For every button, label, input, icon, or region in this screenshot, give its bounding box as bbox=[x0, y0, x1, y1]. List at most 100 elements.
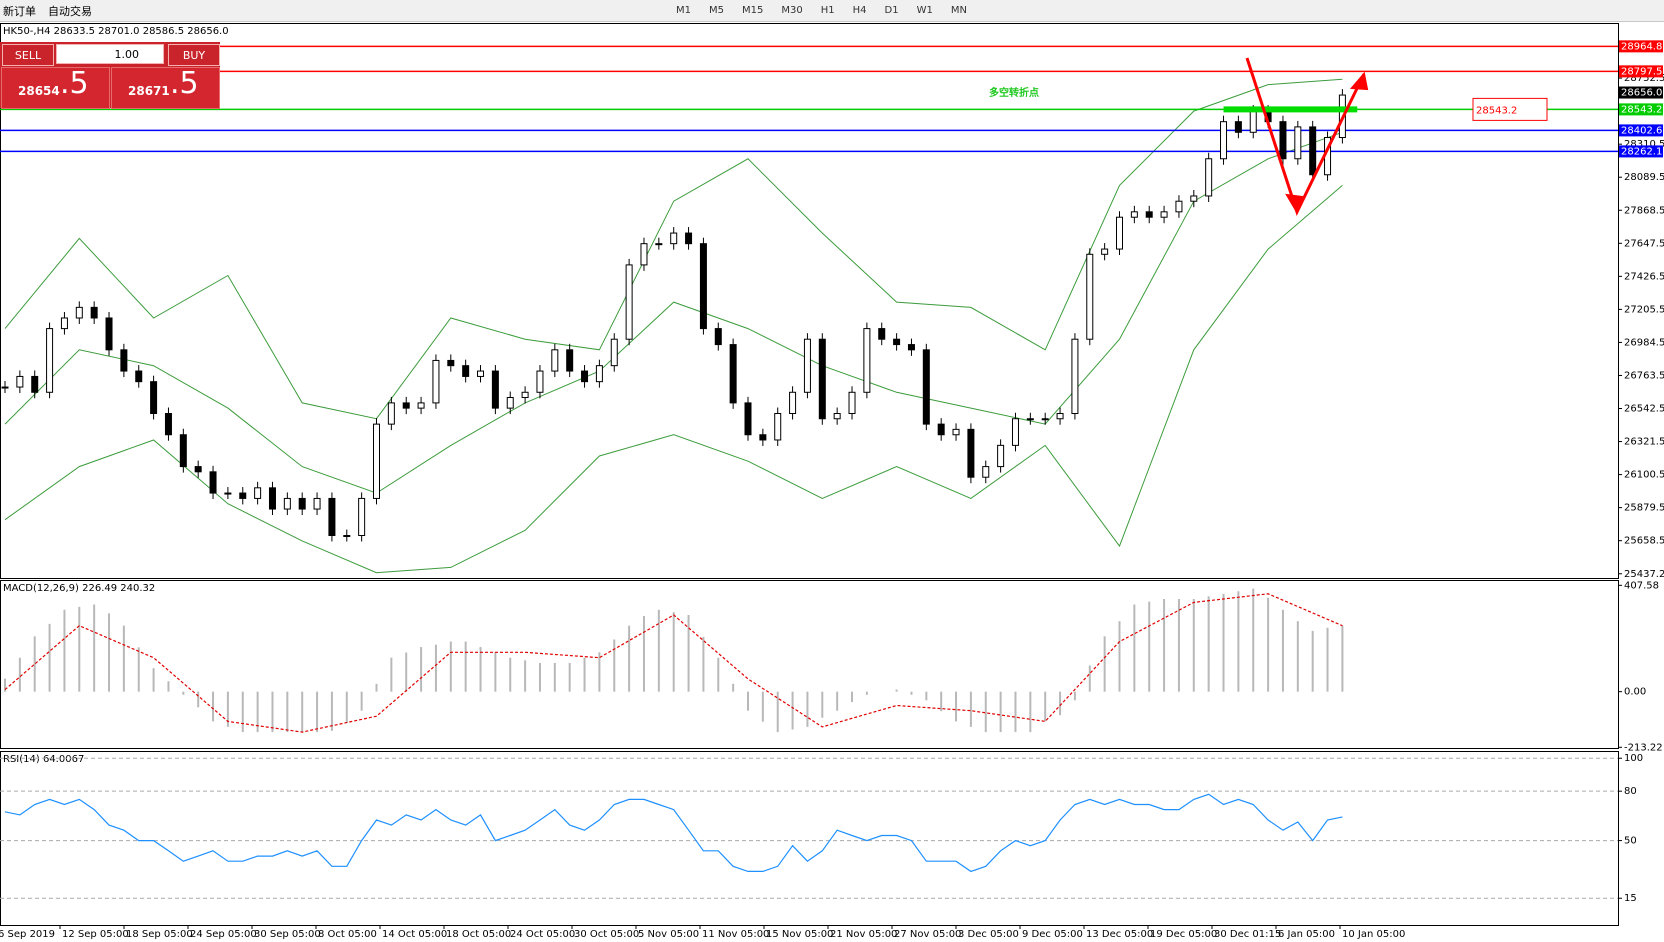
candle bbox=[1249, 110, 1257, 133]
x-tick-label: 12 Sep 05:00 bbox=[62, 929, 129, 940]
bollinger-band bbox=[4, 78, 1343, 420]
timeframe[interactable]: M30 bbox=[781, 5, 803, 16]
candle bbox=[551, 349, 559, 372]
x-tick-label: 19 Dec 05:00 bbox=[1150, 929, 1217, 940]
candle bbox=[1175, 200, 1183, 213]
sell-quote[interactable]: 28654.5 bbox=[1, 66, 110, 109]
candle bbox=[254, 487, 262, 499]
x-tick-label: 3 Dec 05:00 bbox=[958, 929, 1019, 940]
candle bbox=[298, 497, 306, 510]
candle bbox=[803, 338, 811, 393]
panel-frame bbox=[0, 580, 1619, 749]
timeframe[interactable]: D1 bbox=[884, 5, 899, 16]
timeframe[interactable]: H4 bbox=[852, 5, 867, 16]
timeframe[interactable]: MN bbox=[950, 5, 967, 16]
timeframe[interactable]: M5 bbox=[709, 5, 724, 16]
candle bbox=[120, 349, 128, 372]
timeframe[interactable]: W1 bbox=[916, 5, 933, 16]
panel-title: RSI(14) 64.0067 bbox=[3, 754, 84, 765]
candle bbox=[1160, 211, 1168, 218]
candle bbox=[1101, 248, 1109, 255]
sell-button[interactable]: SELL bbox=[2, 44, 54, 66]
level-label-bg bbox=[1619, 124, 1663, 137]
candle bbox=[31, 375, 39, 393]
candle bbox=[982, 466, 990, 478]
y-tick-label: 407.58 bbox=[1624, 580, 1659, 591]
y-tick-label: 0.00 bbox=[1624, 687, 1646, 698]
y-tick-label: 25879.5 bbox=[1624, 503, 1664, 514]
y-tick-label: 15 bbox=[1624, 893, 1637, 904]
candle bbox=[878, 328, 886, 340]
y-tick-label: 27426.5 bbox=[1624, 271, 1664, 282]
buy-button[interactable]: BUY bbox=[168, 44, 220, 66]
new-order[interactable]: 新订单 bbox=[3, 4, 36, 18]
timeframe[interactable]: H1 bbox=[820, 5, 835, 16]
candle bbox=[90, 306, 98, 319]
timeframe[interactable]: M15 bbox=[742, 5, 764, 16]
candle bbox=[655, 243, 663, 246]
arrow bbox=[1245, 57, 1366, 217]
candle bbox=[967, 428, 975, 478]
candle bbox=[328, 497, 336, 537]
x-tick-label: 18 Oct 05:00 bbox=[446, 929, 511, 940]
buy-quote[interactable]: 28671.5 bbox=[111, 66, 220, 109]
pivot-bar bbox=[1223, 106, 1358, 113]
marker-box bbox=[1472, 97, 1548, 121]
candle bbox=[506, 397, 514, 409]
y-tick-label: 26984.5 bbox=[1624, 337, 1664, 348]
y-tick-label: 26542.5 bbox=[1624, 404, 1664, 415]
candle bbox=[1086, 253, 1094, 340]
candle bbox=[566, 349, 574, 372]
y-tick-label: 27205.5 bbox=[1624, 304, 1664, 315]
level-label-bg bbox=[1619, 40, 1663, 53]
candle bbox=[670, 232, 678, 245]
y-tick-label: -213.22 bbox=[1624, 742, 1663, 753]
y-tick-label: 100 bbox=[1624, 753, 1643, 764]
candle bbox=[640, 243, 648, 266]
candle bbox=[952, 428, 960, 436]
level-label-bg bbox=[1619, 145, 1663, 158]
timeframe[interactable]: M1 bbox=[676, 5, 691, 16]
candle bbox=[135, 370, 143, 383]
x-tick-label: 10 Jan 05:00 bbox=[1342, 929, 1405, 940]
candle bbox=[16, 375, 24, 388]
volume-input[interactable]: 1.00 bbox=[56, 44, 164, 64]
candle bbox=[1071, 338, 1079, 415]
candle bbox=[744, 402, 752, 436]
candle bbox=[818, 338, 826, 420]
bollinger-band bbox=[4, 185, 1343, 574]
level-label: 28262.1 bbox=[1621, 146, 1662, 157]
candle bbox=[907, 344, 915, 351]
x-tick-label: 13 Dec 05:00 bbox=[1086, 929, 1153, 940]
candle bbox=[402, 402, 410, 409]
candle bbox=[1026, 418, 1034, 421]
candle bbox=[373, 423, 380, 499]
x-tick-label: 5 Nov 05:00 bbox=[638, 929, 699, 940]
candle bbox=[536, 370, 544, 393]
candle bbox=[759, 434, 767, 441]
candle bbox=[194, 466, 202, 473]
y-tick-label: 80 bbox=[1624, 786, 1637, 797]
marker-label: 28543.2 bbox=[1476, 105, 1517, 116]
x-tick-label: 14 Oct 05:00 bbox=[382, 929, 447, 940]
y-tick-label: 25658.5 bbox=[1624, 536, 1664, 547]
x-tick-label: 15 Nov 05:00 bbox=[766, 929, 833, 940]
candle bbox=[313, 497, 321, 510]
timeframes: M1 M5 M15 M30 H1 H4 D1 W1 MN bbox=[673, 5, 970, 16]
candle bbox=[283, 497, 291, 510]
auto-trading[interactable]: 自动交易 bbox=[48, 4, 92, 18]
rsi-line bbox=[4, 793, 1343, 873]
candle bbox=[893, 338, 901, 346]
y-tick-label: 26100.5 bbox=[1624, 470, 1664, 481]
sell-price: 28654 bbox=[18, 84, 60, 98]
y-tick-label: 28752.5 bbox=[1624, 73, 1664, 84]
x-tick-label: 6 Jan 05:00 bbox=[1278, 929, 1335, 940]
candle bbox=[358, 497, 366, 537]
x-tick-label: 30 Sep 05:00 bbox=[254, 929, 321, 940]
candle bbox=[922, 349, 930, 425]
level-label-bg bbox=[1619, 65, 1663, 78]
candle bbox=[150, 381, 158, 415]
candle bbox=[521, 391, 529, 399]
